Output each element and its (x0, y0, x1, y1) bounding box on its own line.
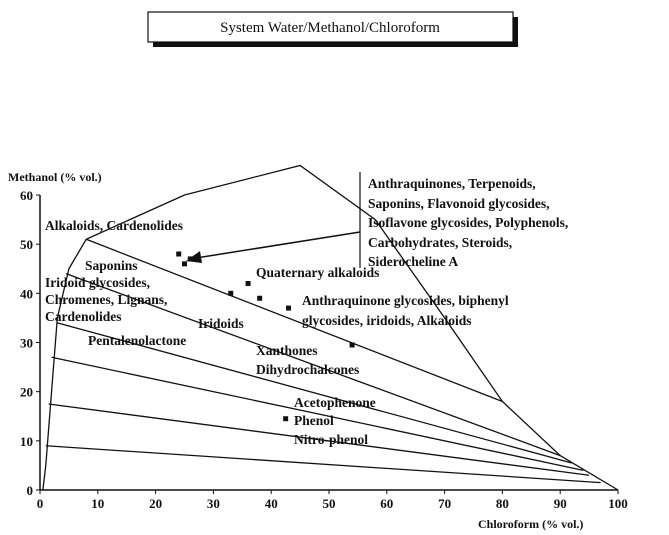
arrow-line (195, 231, 361, 259)
annotation: Chromenes, Lignans, (45, 292, 167, 307)
x-tick-label: 10 (91, 496, 104, 511)
x-tick-label: 70 (438, 496, 451, 511)
x-tick-label: 50 (323, 496, 336, 511)
tie-line (57, 322, 572, 464)
x-tick-label: 60 (380, 496, 393, 511)
data-point (228, 290, 234, 296)
y-tick-label: 60 (20, 188, 33, 203)
annotation: Quaternary alkaloids (256, 265, 379, 280)
y-tick-label: 20 (20, 385, 33, 400)
annotation: Alkaloids, Cardenolides (45, 218, 183, 233)
x-axis-label: Chloroform (% vol.) (478, 517, 583, 531)
x-tick-label: 100 (608, 496, 628, 511)
data-point (257, 295, 263, 301)
annotation: Pentalenolactone (88, 333, 186, 348)
y-tick-label: 50 (20, 237, 33, 252)
tie-line (65, 273, 561, 457)
data-point (182, 261, 187, 267)
y-tick-label: 0 (27, 483, 34, 498)
x-tick-label: 30 (207, 496, 220, 511)
annotation: Saponins (85, 258, 138, 273)
annotation: Anthraquinones, Terpenoids, (368, 176, 536, 191)
data-point (176, 251, 182, 257)
y-tick-label: 40 (20, 286, 33, 301)
annotation: Nitro-phenol (294, 432, 368, 447)
y-axis-label: Methanol (% vol.) (8, 170, 102, 184)
annotation: Isoflavone glycosides, Polyphenols, (368, 215, 568, 230)
data-point (283, 416, 289, 422)
annotation: Carbohydrates, Steroids, (368, 235, 512, 250)
tie-line (51, 356, 584, 471)
y-tick-label: 30 (20, 336, 33, 351)
tie-line (45, 445, 601, 484)
data-point (187, 256, 193, 262)
tie-line (48, 403, 590, 476)
x-tick-label: 90 (554, 496, 567, 511)
annotation: Acetophenone (294, 395, 376, 410)
annotation: Iridoids (198, 316, 244, 331)
tie-line (86, 238, 503, 403)
x-tick-label: 80 (496, 496, 509, 511)
y-tick-label: 10 (20, 434, 33, 449)
data-point (286, 305, 292, 311)
x-tick-label: 40 (265, 496, 278, 511)
x-tick-label: 0 (37, 496, 44, 511)
annotation: Anthraquinone glycosides, biphenyl (302, 293, 509, 308)
annotation: Xanthones (256, 343, 318, 358)
x-tick-label: 20 (149, 496, 162, 511)
annotation: Dihydrochalcones (256, 362, 359, 377)
annotation: Saponins, Flavonoid glycosides, (368, 196, 550, 211)
data-point (349, 342, 355, 348)
data-point (245, 281, 251, 286)
title-box (147, 11, 514, 43)
annotation: Cardenolides (45, 309, 122, 324)
annotation: Iridoid glycosides, (45, 275, 150, 290)
chart-title: System Water/Methanol/Chloroform (220, 20, 440, 36)
annotation: Siderocheline A (368, 254, 458, 269)
annotation: Phenol (294, 413, 334, 428)
annotation: glycosides, iridoids, Alkaloids (302, 313, 472, 328)
